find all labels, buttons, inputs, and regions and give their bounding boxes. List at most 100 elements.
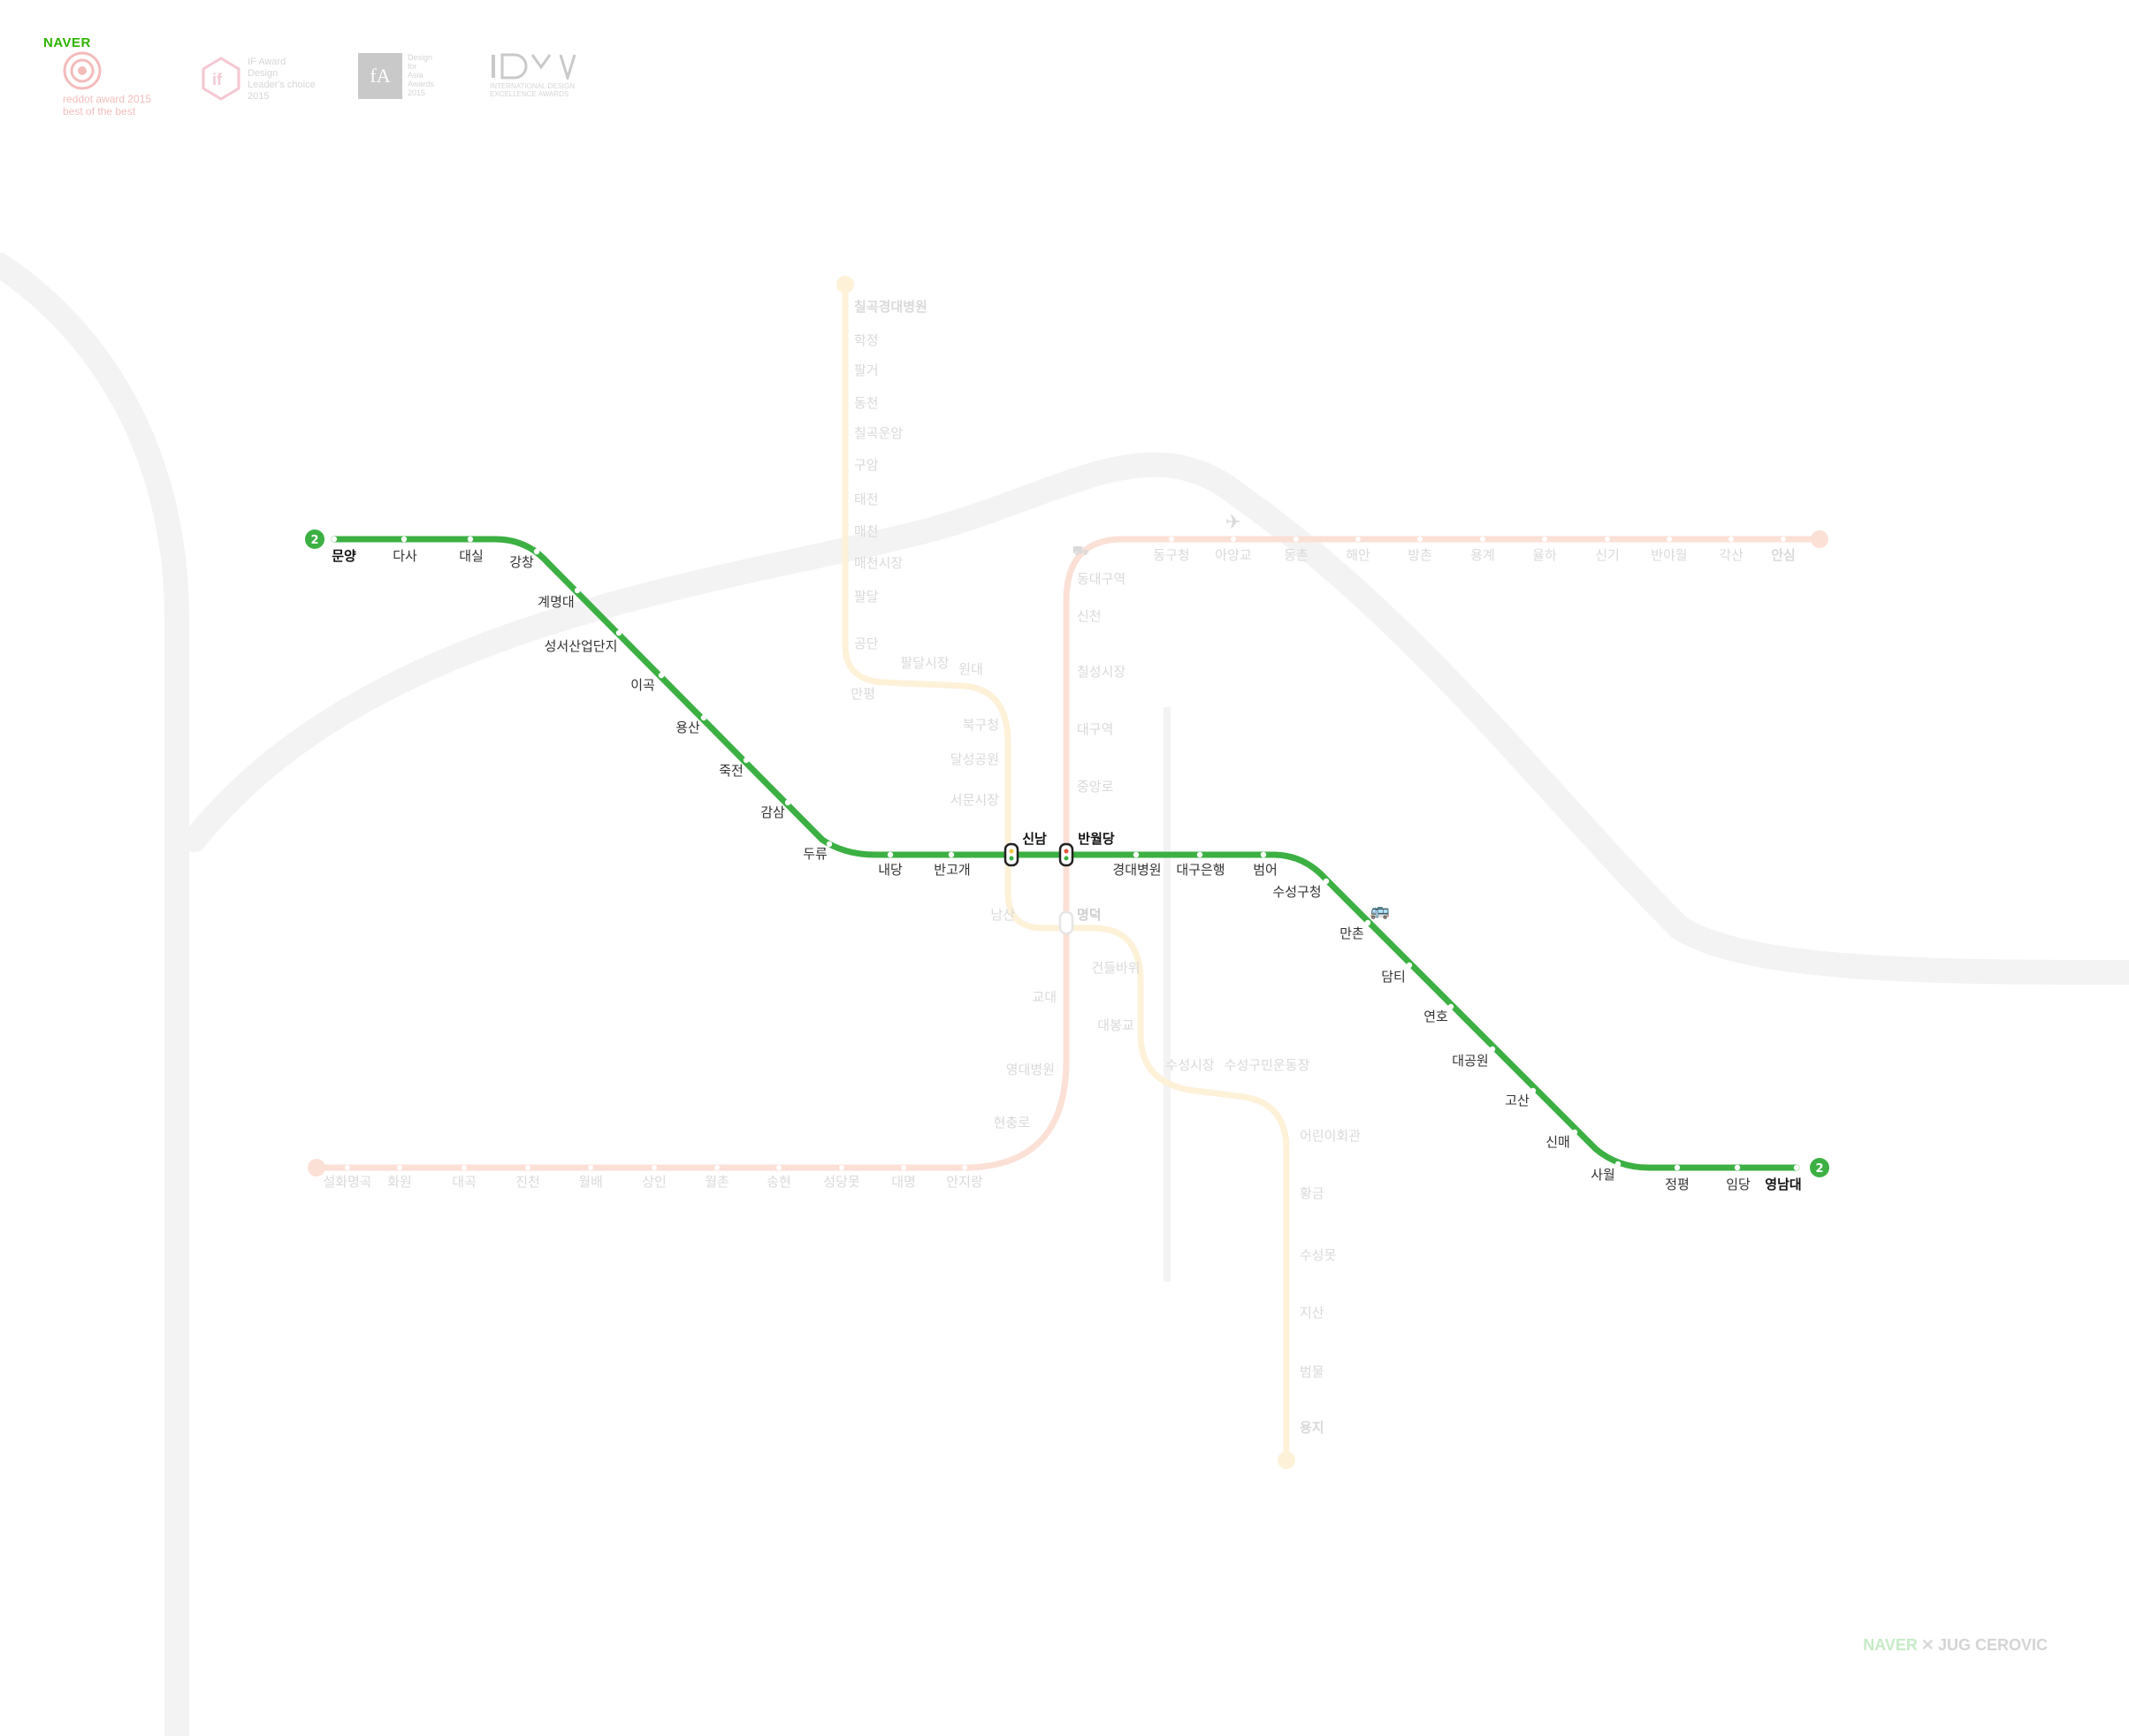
line2-station-dot[interactable]: [1530, 1087, 1537, 1094]
line2-station-label[interactable]: 신남: [1022, 831, 1047, 847]
line1-station-label[interactable]: 월배: [578, 1174, 603, 1190]
line2-station-dot[interactable]: [615, 629, 622, 636]
line2-station-dot[interactable]: [574, 587, 581, 594]
line2-station-label[interactable]: 영남대: [1765, 1176, 1801, 1192]
line3-station-label[interactable]: 남산: [990, 907, 1015, 923]
line1-station-label[interactable]: 설화명곡: [323, 1174, 371, 1190]
line2-station-label[interactable]: 다사: [393, 548, 417, 564]
line3-station-label[interactable]: 구암: [854, 457, 879, 473]
line2-station-dot[interactable]: [467, 536, 474, 543]
line2-station-dot[interactable]: [1571, 1129, 1578, 1136]
line3-station-label[interactable]: 건들바위: [1091, 960, 1140, 976]
line3-station-label[interactable]: 수성못: [1300, 1247, 1336, 1263]
line1-station-label[interactable]: 화원: [387, 1174, 412, 1190]
line2-station-dot[interactable]: [1674, 1164, 1681, 1171]
line2-station-label[interactable]: 대실: [459, 548, 484, 564]
line2-station-label[interactable]: 대구은행: [1176, 862, 1225, 878]
line2-station-dot[interactable]: [1614, 1161, 1622, 1168]
line1-station-label[interactable]: 동구청: [1153, 547, 1189, 563]
line3-station-label[interactable]: 학정: [854, 332, 879, 348]
line2-station-dot[interactable]: [658, 672, 665, 679]
transfer-station-marker[interactable]: [1003, 842, 1019, 867]
line2-station-label[interactable]: 수성구청: [1272, 884, 1321, 900]
line2-station-label[interactable]: 담티: [1381, 969, 1406, 985]
line3-station-label[interactable]: 수성시장: [1165, 1057, 1214, 1073]
line2-station-dot[interactable]: [1447, 1003, 1454, 1010]
line1-station-label[interactable]: 동대구역: [1077, 571, 1126, 587]
line1-station-label[interactable]: 아양교: [1215, 547, 1251, 563]
line2-station-label[interactable]: 죽전: [719, 763, 744, 779]
line2-station-label[interactable]: 범어: [1253, 862, 1278, 878]
line2-station-dot[interactable]: [948, 851, 955, 858]
line2-station-dot[interactable]: [1489, 1046, 1496, 1053]
line3-station-label[interactable]: 서문시장: [950, 792, 999, 808]
line3-station-label[interactable]: 칠곡운암: [854, 425, 903, 441]
line2-station-label[interactable]: 이곡: [630, 677, 655, 693]
line2-station-label[interactable]: 고산: [1505, 1093, 1530, 1108]
line1-station-label[interactable]: 영대병원: [1006, 1062, 1055, 1077]
line1-station-label[interactable]: 칠성시장: [1077, 664, 1126, 680]
line2-station-dot[interactable]: [1406, 962, 1413, 969]
line2-station-label[interactable]: 두류: [803, 846, 828, 862]
line2-station-label[interactable]: 임당: [1726, 1176, 1751, 1192]
line2-station-label[interactable]: 신매: [1545, 1134, 1570, 1150]
line3-station-label[interactable]: 어린이회관: [1300, 1128, 1361, 1144]
line2-station-label[interactable]: 만촌: [1339, 925, 1364, 941]
line2-station-dot[interactable]: [1260, 851, 1267, 858]
line1-station-label[interactable]: 중앙로: [1077, 779, 1114, 795]
line3-station-label[interactable]: 용지: [1300, 1420, 1324, 1435]
line2-station-label[interactable]: 강창: [509, 554, 534, 570]
line2-station-dot[interactable]: [331, 536, 338, 543]
transfer-station-marker[interactable]: [1058, 842, 1074, 867]
line1-station-label[interactable]: 대구역: [1077, 721, 1113, 737]
line3-station-label[interactable]: 매천시장: [854, 555, 903, 571]
line2-station-dot[interactable]: [1196, 851, 1203, 858]
line1-station-label[interactable]: 동촌: [1284, 547, 1309, 563]
line2-station-dot[interactable]: [700, 714, 707, 721]
line2-station-label[interactable]: 계명대: [538, 594, 574, 610]
line3-station-label[interactable]: 태전: [854, 491, 879, 507]
line2-station-label[interactable]: 반월당: [1078, 831, 1115, 847]
line3-station-label[interactable]: 만평: [851, 686, 875, 702]
line2-station-dot[interactable]: [1323, 878, 1330, 885]
line1-station-label[interactable]: 해안: [1346, 547, 1370, 563]
line1-station-label[interactable]: 신천: [1077, 608, 1102, 624]
line2-station-label[interactable]: 사월: [1591, 1167, 1615, 1183]
line2-station-label[interactable]: 성서산업단지: [545, 638, 618, 654]
line3-station-label[interactable]: 북구청: [963, 717, 999, 733]
line2-station-dot[interactable]: [826, 841, 833, 848]
line1-station-label[interactable]: 율하: [1532, 547, 1557, 563]
line3-station-label[interactable]: 매천: [854, 523, 879, 539]
line3-station-label[interactable]: 팔달시장: [900, 655, 949, 671]
line1-station-label[interactable]: 진천: [515, 1174, 540, 1190]
line2-station-label[interactable]: 연호: [1423, 1009, 1448, 1024]
line1-station-label[interactable]: 교대: [1032, 989, 1057, 1005]
line1-station-label[interactable]: 성당못: [823, 1174, 859, 1190]
line1-station-label[interactable]: 각산: [1719, 547, 1744, 563]
line1-station-label[interactable]: 현충로: [994, 1115, 1031, 1131]
line2-station-dot[interactable]: [533, 548, 540, 555]
line3-station-label[interactable]: 달성공원: [950, 751, 999, 767]
line2-station-label[interactable]: 경대병원: [1112, 862, 1161, 878]
line1-station-label[interactable]: 신기: [1595, 547, 1620, 563]
line3-station-label[interactable]: 원대: [958, 661, 983, 677]
line1-station-label[interactable]: 방촌: [1408, 547, 1432, 563]
line1-station-label[interactable]: 안지랑: [946, 1174, 983, 1190]
line2-station-dot[interactable]: [401, 536, 408, 543]
line2-station-dot[interactable]: [784, 799, 791, 806]
line3-station-label[interactable]: 대봉교: [1097, 1017, 1133, 1033]
line3-station-label[interactable]: 지산: [1300, 1305, 1324, 1321]
line1-station-label[interactable]: 대명: [891, 1174, 916, 1190]
line1-station-label[interactable]: 대곡: [452, 1174, 477, 1190]
line2-station-label[interactable]: 용산: [675, 720, 700, 735]
line2-station-dot[interactable]: [1734, 1164, 1741, 1171]
line1-station-label[interactable]: 안심: [1771, 547, 1796, 563]
line3-station-label[interactable]: 공단: [854, 636, 879, 651]
line1-station-label[interactable]: 반야월: [1651, 547, 1687, 563]
line1-station-label[interactable]: 명덕: [1077, 907, 1102, 923]
line1-station-label[interactable]: 월촌: [705, 1174, 729, 1190]
line2-station-label[interactable]: 내당: [878, 862, 903, 878]
line2-station-dot[interactable]: [887, 851, 894, 858]
line3-station-label[interactable]: 동천: [854, 395, 879, 411]
